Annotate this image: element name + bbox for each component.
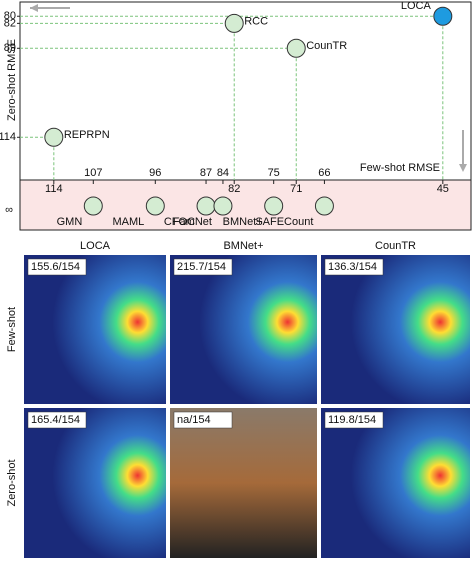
count-box (324, 258, 384, 276)
point-label: LOCA (401, 0, 432, 12)
infinity-label: ∞ (5, 204, 13, 216)
point-label: CFOC (164, 216, 195, 228)
y-tick-label: 89 (4, 42, 16, 54)
arrow-head (459, 164, 467, 172)
point (433, 6, 453, 26)
point (286, 38, 306, 58)
x-tick-label: 114 (45, 183, 63, 195)
x-tick-label: 96 (149, 167, 161, 179)
column-header: CounTR (375, 240, 416, 252)
panel-image (321, 255, 470, 404)
count-box (27, 258, 87, 276)
point (44, 127, 64, 147)
x-tick-label: 107 (84, 167, 102, 179)
count-label: na/154 (177, 414, 211, 426)
count-box (173, 411, 233, 429)
x-tick-label: 87 (200, 167, 212, 179)
row-header: Zero-shot (6, 459, 18, 506)
point-label: FamNet (173, 216, 212, 228)
count-label: 136.3/154 (328, 261, 377, 273)
point (264, 196, 284, 216)
point (314, 196, 334, 216)
column-header: LOCA (80, 240, 111, 252)
plot-frame (19, 1, 472, 231)
point-label: RCC (244, 15, 268, 27)
point-label: GMN (57, 216, 83, 228)
panel-image (24, 408, 166, 558)
panel-image (170, 408, 317, 558)
count-label: 119.8/154 (328, 414, 376, 426)
x-tick-label: 82 (228, 183, 240, 195)
panel-image (321, 408, 470, 558)
point-label: SAFECount (255, 216, 313, 228)
point (196, 196, 216, 216)
point (224, 13, 244, 33)
point-label: MAML (113, 216, 145, 228)
x-tick-label: 71 (290, 183, 302, 195)
point (213, 196, 233, 216)
x-axis-label: Few-shot RMSE (360, 162, 440, 174)
panel-image (24, 255, 166, 404)
count-label: 215.7/154 (177, 261, 226, 273)
point-label: REPRPN (64, 129, 110, 141)
count-box (27, 411, 87, 429)
row-header: Few-shot (6, 307, 18, 352)
count-label: 165.4/154 (31, 414, 80, 426)
panel-image (170, 255, 317, 404)
x-tick-label: 45 (437, 183, 449, 195)
point-label: CounTR (306, 40, 347, 52)
arrow-head (30, 4, 38, 12)
x-tick-label: 66 (318, 167, 330, 179)
count-box (324, 411, 384, 429)
point-label: BMNet+ (223, 216, 263, 228)
y-tick-label: 80 (4, 10, 16, 22)
y-tick-label: 82 (4, 17, 16, 29)
point (83, 196, 103, 216)
column-header: BMNet+ (223, 240, 263, 252)
x-tick-label: 84 (217, 167, 229, 179)
count-box (173, 258, 233, 276)
count-label: 155.6/154 (31, 261, 80, 273)
y-axis-label: Zero-shot RMSE (6, 39, 18, 121)
point (145, 196, 165, 216)
y-tick-label: 114 (0, 131, 16, 143)
x-tick-label: 75 (268, 167, 280, 179)
